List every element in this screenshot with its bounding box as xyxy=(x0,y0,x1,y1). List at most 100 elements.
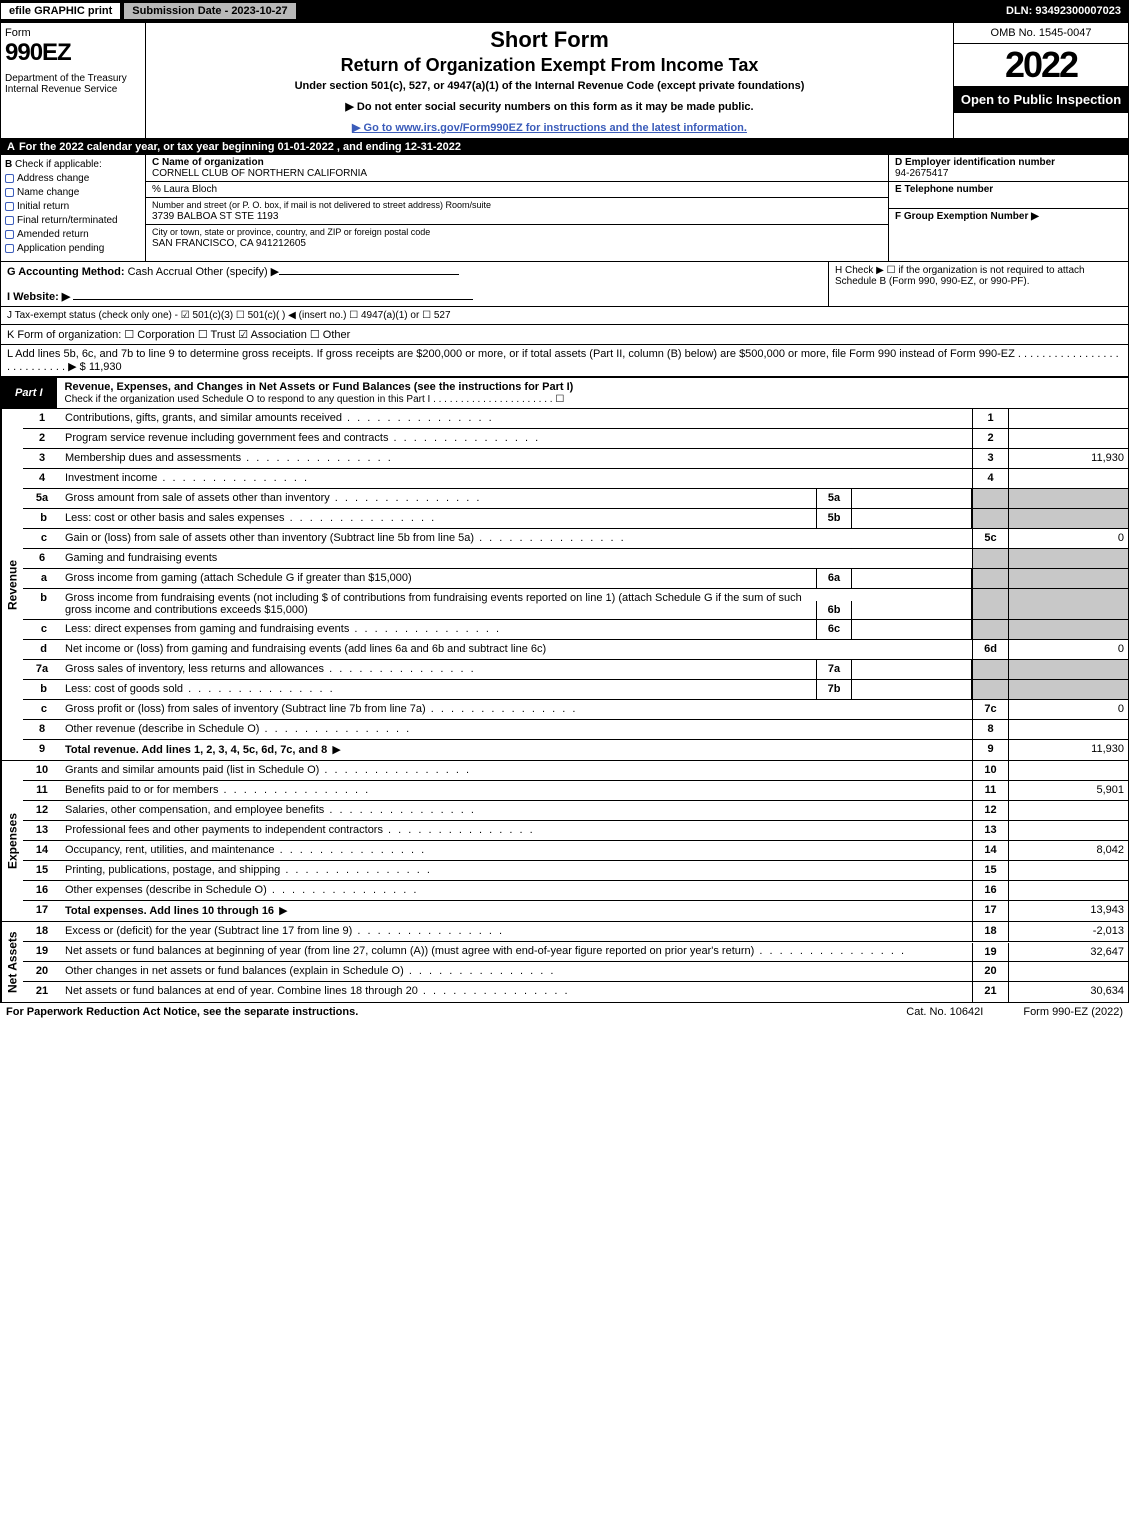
line-12-desc: Salaries, other compensation, and employ… xyxy=(61,801,972,820)
line-8-rn: 8 xyxy=(972,720,1008,739)
line-7c-rn: 7c xyxy=(972,700,1008,719)
line-6b-mv xyxy=(852,589,972,619)
line-6d-desc: Net income or (loss) from gaming and fun… xyxy=(51,640,972,659)
part-1-subtitle: Check if the organization used Schedule … xyxy=(65,394,565,405)
label-amended-return: Amended return xyxy=(17,229,89,240)
checkbox-initial-return[interactable] xyxy=(5,202,14,211)
checkbox-address-change[interactable] xyxy=(5,174,14,183)
line-7a-desc: Gross sales of inventory, less returns a… xyxy=(61,660,816,679)
line-6b-mn: 6b xyxy=(816,601,852,619)
line-5b-desc: Less: cost or other basis and sales expe… xyxy=(51,509,816,528)
line-5a-desc: Gross amount from sale of assets other t… xyxy=(61,489,816,508)
line-17-desc: Total expenses. Add lines 10 through 16 xyxy=(61,901,972,921)
department-label: Department of the Treasury Internal Reve… xyxy=(5,73,141,95)
line-9-desc: Total revenue. Add lines 1, 2, 3, 4, 5c,… xyxy=(61,740,972,760)
line-18-rn: 18 xyxy=(972,922,1008,941)
line-1-num: 1 xyxy=(23,409,61,428)
line-6b-desc: Gross income from fundraising events (no… xyxy=(51,589,816,619)
revenue-section: Revenue 1Contributions, gifts, grants, a… xyxy=(0,409,1129,761)
line-7a-rv-shade xyxy=(1008,660,1128,679)
street-address: 3739 BALBOA ST STE 1193 xyxy=(152,211,278,222)
line-17-num: 17 xyxy=(23,901,61,921)
line-7b-rn-shade xyxy=(972,680,1008,699)
care-of: % Laura Bloch xyxy=(146,182,888,198)
line-13-rn: 13 xyxy=(972,821,1008,840)
line-3-desc: Membership dues and assessments xyxy=(61,449,972,468)
line-11-num: 11 xyxy=(23,781,61,800)
line-5c-rn: 5c xyxy=(972,529,1008,548)
line-7c-desc: Gross profit or (loss) from sales of inv… xyxy=(51,700,972,719)
line-17-val: 13,943 xyxy=(1008,901,1128,921)
line-11-desc: Benefits paid to or for members xyxy=(61,781,972,800)
form-link-instructions: ▶ Go to www.irs.gov/Form990EZ for instru… xyxy=(150,121,949,134)
line-6d-num: d xyxy=(23,640,51,659)
line-5c-desc: Gain or (loss) from sale of assets other… xyxy=(51,529,972,548)
line-14-num: 14 xyxy=(23,841,61,860)
checkbox-name-change[interactable] xyxy=(5,188,14,197)
opt-cash: Cash xyxy=(128,266,154,278)
line-12-rn: 12 xyxy=(972,801,1008,820)
line-12-val xyxy=(1008,801,1128,820)
ein-value: 94-2675417 xyxy=(895,168,948,179)
form-header: Form 990EZ Department of the Treasury In… xyxy=(0,22,1129,139)
line-6c-num: c xyxy=(23,620,51,639)
line-5a-mv xyxy=(852,489,972,508)
line-13-desc: Professional fees and other payments to … xyxy=(61,821,972,840)
line-12-num: 12 xyxy=(23,801,61,820)
checkbox-final-return[interactable] xyxy=(5,216,14,225)
footer-paperwork: For Paperwork Reduction Act Notice, see … xyxy=(6,1006,866,1018)
line-5c-num: c xyxy=(23,529,51,548)
line-7a-mn: 7a xyxy=(816,660,852,679)
line-6-rn-shade xyxy=(972,549,1008,568)
top-bar: efile GRAPHIC print Submission Date - 20… xyxy=(0,0,1129,22)
line-15-desc: Printing, publications, postage, and shi… xyxy=(61,861,972,880)
line-15-num: 15 xyxy=(23,861,61,880)
line-13-val xyxy=(1008,821,1128,840)
line-17-rn: 17 xyxy=(972,901,1008,921)
line-3-val: 11,930 xyxy=(1008,449,1128,468)
line-17-desc-text: Total expenses. Add lines 10 through 16 xyxy=(65,905,274,917)
form-label: Form xyxy=(5,27,141,39)
line-6a-rv-shade xyxy=(1008,569,1128,588)
part-1-title: Revenue, Expenses, and Changes in Net As… xyxy=(65,381,574,393)
checkbox-application-pending[interactable] xyxy=(5,244,14,253)
form-title-long: Return of Organization Exempt From Incom… xyxy=(150,55,949,76)
part-1-title-box: Revenue, Expenses, and Changes in Net As… xyxy=(57,378,1128,408)
col-def: D Employer identification number94-26754… xyxy=(888,155,1128,261)
line-1-rn: 1 xyxy=(972,409,1008,428)
line-7c-num: c xyxy=(23,700,51,719)
checkbox-amended-return[interactable] xyxy=(5,230,14,239)
line-6a-desc: Gross income from gaming (attach Schedul… xyxy=(51,569,816,588)
line-20-rn: 20 xyxy=(972,962,1008,981)
expenses-side-label: Expenses xyxy=(1,761,23,921)
line-8-num: 8 xyxy=(23,720,61,739)
header-middle: Short Form Return of Organization Exempt… xyxy=(146,23,953,138)
part-1-header: Part I Revenue, Expenses, and Changes in… xyxy=(0,377,1129,409)
line-6c-rn-shade xyxy=(972,620,1008,639)
other-specify-input[interactable] xyxy=(279,274,459,275)
line-9-num: 9 xyxy=(23,740,61,760)
d-label: D Employer identification number xyxy=(895,157,1055,168)
form-subtitle: Under section 501(c), 527, or 4947(a)(1)… xyxy=(150,80,949,92)
line-6c-rv-shade xyxy=(1008,620,1128,639)
line-6c-mn: 6c xyxy=(816,620,852,639)
line-10-val xyxy=(1008,761,1128,780)
website-input[interactable] xyxy=(73,299,473,300)
irs-link[interactable]: ▶ Go to www.irs.gov/Form990EZ for instru… xyxy=(352,122,747,134)
line-19-num: 19 xyxy=(23,942,61,961)
f-label: F Group Exemption Number ▶ xyxy=(895,211,1039,222)
line-18-desc: Excess or (deficit) for the year (Subtra… xyxy=(61,922,972,941)
col-b-title: Check if applicable: xyxy=(15,159,102,170)
label-address-change: Address change xyxy=(17,173,89,184)
efile-print-label[interactable]: efile GRAPHIC print xyxy=(0,2,121,20)
line-21-val: 30,634 xyxy=(1008,982,1128,1002)
row-l: L Add lines 5b, 6c, and 7b to line 9 to … xyxy=(1,345,1128,376)
line-4-num: 4 xyxy=(23,469,61,488)
line-20-num: 20 xyxy=(23,962,61,981)
line-16-num: 16 xyxy=(23,881,61,900)
line-11-rn: 11 xyxy=(972,781,1008,800)
line-19-desc: Net assets or fund balances at beginning… xyxy=(61,942,972,961)
row-k: K Form of organization: ☐ Corporation ☐ … xyxy=(1,325,1128,345)
line-7a-num: 7a xyxy=(23,660,61,679)
line-5b-mv xyxy=(852,509,972,528)
